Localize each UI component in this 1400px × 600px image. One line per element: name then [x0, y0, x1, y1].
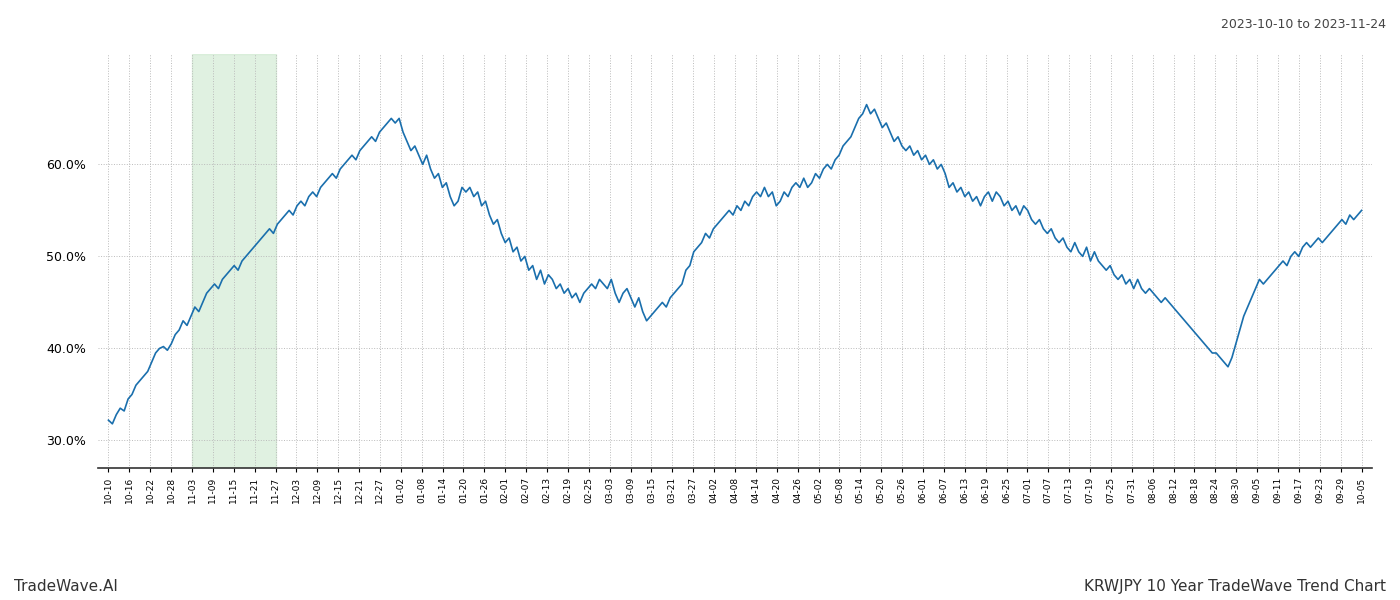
Bar [192, 54, 276, 468]
Text: KRWJPY 10 Year TradeWave Trend Chart: KRWJPY 10 Year TradeWave Trend Chart [1084, 579, 1386, 594]
Text: TradeWave.AI: TradeWave.AI [14, 579, 118, 594]
Text: 2023-10-10 to 2023-11-24: 2023-10-10 to 2023-11-24 [1221, 18, 1386, 31]
